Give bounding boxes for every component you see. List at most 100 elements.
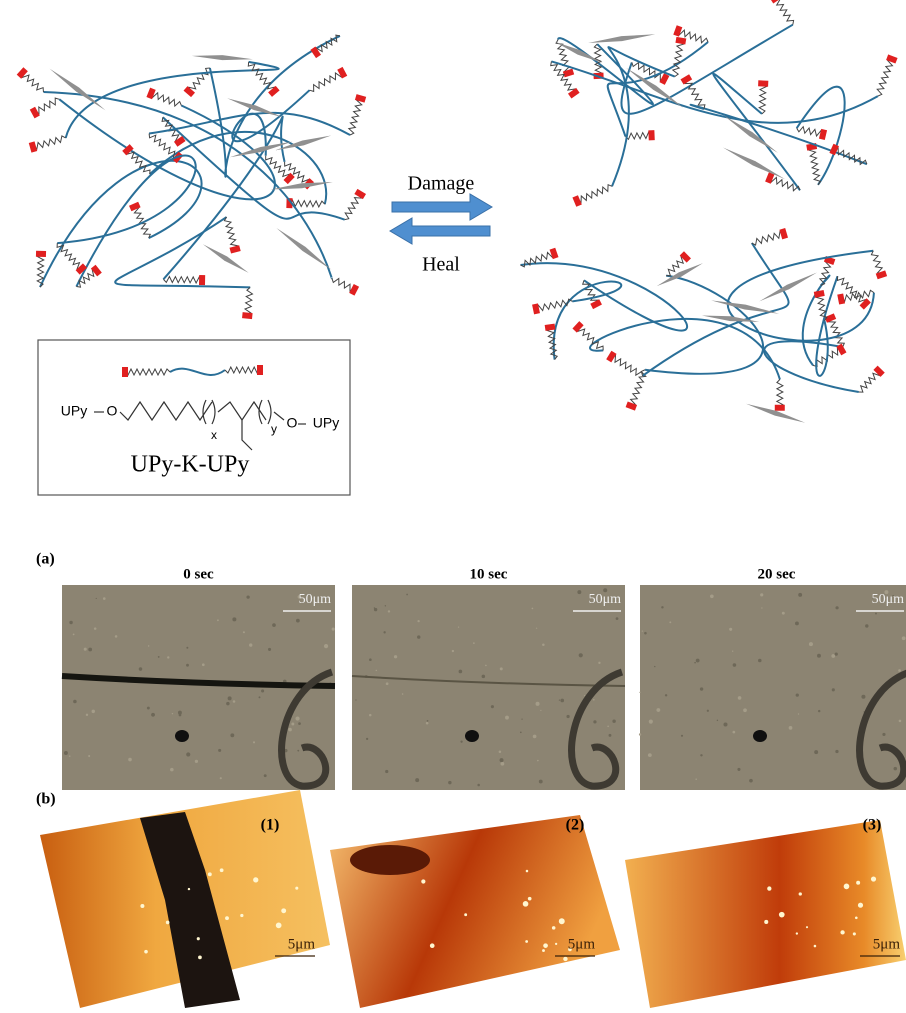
texture — [649, 720, 653, 724]
texture — [151, 713, 155, 717]
texture — [202, 663, 205, 666]
texture — [521, 718, 522, 719]
filler-needle — [711, 300, 779, 313]
upy-unit — [355, 94, 366, 103]
texture — [406, 594, 408, 596]
upy-unit — [758, 80, 768, 86]
texture — [186, 664, 189, 667]
texture — [817, 654, 821, 658]
texture — [700, 754, 702, 756]
afm-particle — [166, 921, 170, 925]
afm-particle — [543, 943, 548, 948]
texture — [894, 767, 898, 771]
upy-unit — [876, 270, 887, 279]
afm-particle — [421, 879, 425, 883]
image-panels: 0 sec50μm10 sec50μm20 sec50μm(1)5μm(2)5μ… — [40, 566, 906, 1008]
afm-particle — [188, 888, 190, 890]
texture — [291, 722, 294, 725]
texture — [374, 607, 375, 608]
afm-particle — [799, 892, 802, 895]
texture — [226, 702, 229, 705]
texture — [694, 662, 696, 664]
texture — [73, 700, 77, 704]
texture — [798, 593, 802, 597]
texture — [537, 760, 539, 762]
texture — [386, 682, 389, 685]
afm-index: (1) — [261, 817, 280, 834]
texture — [500, 667, 503, 670]
texture — [832, 688, 835, 691]
spring — [537, 299, 573, 312]
texture — [158, 656, 160, 658]
spring — [163, 277, 202, 284]
upy-unit — [184, 86, 195, 97]
texture — [831, 654, 835, 658]
afm-particle — [814, 945, 817, 948]
texture — [577, 590, 581, 594]
polymer-chain — [170, 369, 225, 375]
upy-unit — [17, 67, 28, 78]
afm-particle — [856, 881, 860, 885]
scale-label: 50μm — [299, 592, 332, 607]
texture — [249, 643, 252, 646]
texture — [584, 695, 585, 696]
upy-unit — [122, 367, 128, 377]
texture — [295, 716, 299, 720]
texture — [482, 675, 486, 679]
texture — [170, 768, 174, 772]
texture — [902, 636, 906, 640]
texture — [733, 663, 737, 667]
texture — [743, 708, 747, 712]
texture — [426, 722, 429, 725]
afm-particle — [140, 904, 144, 908]
upy-unit — [257, 365, 263, 375]
texture — [232, 617, 236, 621]
spring — [752, 232, 785, 246]
texture — [809, 642, 813, 646]
spring — [829, 317, 845, 347]
upy-unit — [91, 265, 102, 277]
upy-left: UPy — [61, 403, 87, 419]
texture — [452, 650, 454, 652]
spring — [317, 35, 340, 55]
texture — [259, 696, 261, 698]
spring — [244, 287, 252, 315]
afm-particle — [525, 940, 528, 943]
texture — [700, 687, 703, 690]
spring — [817, 293, 827, 320]
texture — [376, 670, 377, 671]
filler-needle — [275, 136, 331, 151]
texture — [139, 667, 143, 671]
texture — [732, 651, 733, 652]
spring — [820, 262, 833, 286]
texture — [593, 720, 596, 723]
upy-unit — [837, 293, 845, 304]
afm-particle — [796, 932, 798, 934]
texture — [898, 669, 901, 672]
texture — [656, 708, 660, 712]
texture — [639, 733, 641, 735]
texture — [798, 713, 799, 714]
filler-needle — [723, 147, 785, 179]
texture — [566, 715, 569, 718]
texture — [695, 779, 696, 780]
texture — [648, 753, 652, 757]
texture — [532, 608, 534, 610]
texture — [717, 720, 718, 721]
afm-particle — [855, 916, 858, 919]
upy-unit — [268, 86, 280, 97]
texture — [178, 711, 182, 715]
afm-particle — [853, 932, 856, 935]
spring — [871, 251, 884, 274]
texture — [195, 760, 198, 763]
texture — [612, 720, 615, 723]
texture — [644, 632, 647, 635]
upy-unit — [819, 129, 827, 140]
afm-particle — [430, 943, 435, 948]
texture — [795, 621, 799, 625]
texture — [167, 656, 169, 658]
afm-particle — [806, 926, 808, 928]
spring — [224, 217, 237, 250]
texture — [458, 627, 459, 628]
afm-index: (3) — [863, 817, 882, 834]
